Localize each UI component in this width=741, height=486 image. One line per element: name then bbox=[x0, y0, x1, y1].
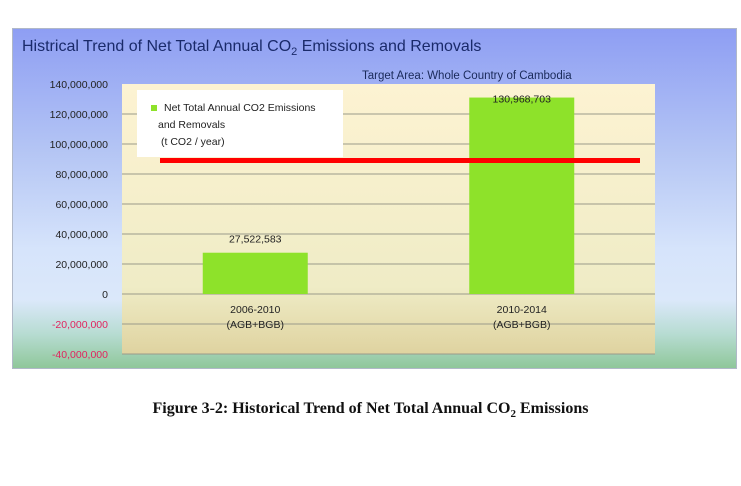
caption-text-end: Emissions bbox=[515, 400, 589, 417]
data-label: 27,522,583 bbox=[229, 234, 282, 246]
y-tick-label: 0 bbox=[102, 289, 108, 301]
bar-chart: Histrical Trend of Net Total Annual CO2 … bbox=[22, 38, 655, 361]
legend-label: Net Total Annual CO2 Emissions bbox=[164, 102, 316, 114]
legend-box bbox=[137, 90, 343, 157]
y-tick-label: -40,000,000 bbox=[52, 349, 108, 361]
x-tick-label: 2006-2010 bbox=[230, 304, 280, 316]
y-tick-label: -20,000,000 bbox=[52, 319, 108, 331]
y-tick-label: 140,000,000 bbox=[50, 79, 109, 91]
bar bbox=[202, 252, 308, 294]
x-tick-label: 2010-2014 bbox=[497, 304, 547, 316]
bar bbox=[469, 97, 575, 295]
y-tick-label: 60,000,000 bbox=[55, 199, 108, 211]
y-tick-label: 100,000,000 bbox=[50, 139, 109, 151]
chart-subtitle: Target Area: Whole Country of Cambodia bbox=[362, 70, 572, 82]
caption-text: Figure 3-2: Historical Trend of Net Tota… bbox=[152, 400, 511, 417]
caption-subscript: 2 bbox=[510, 408, 516, 421]
data-label: 130,968,703 bbox=[493, 94, 552, 106]
legend-label: (t CO2 / year) bbox=[161, 136, 225, 148]
figure-caption: Figure 3-2: Historical Trend of Net Tota… bbox=[0, 400, 741, 420]
y-tick-label: 40,000,000 bbox=[55, 229, 108, 241]
chart-title: Histrical Trend of Net Total Annual CO2 … bbox=[22, 38, 481, 58]
legend-swatch bbox=[151, 105, 157, 111]
y-tick-label: 80,000,000 bbox=[55, 169, 108, 181]
x-tick-label: (AGB+BGB) bbox=[227, 319, 284, 331]
legend-label: and Removals bbox=[158, 119, 225, 131]
x-tick-label: (AGB+BGB) bbox=[493, 319, 550, 331]
y-tick-label: 120,000,000 bbox=[50, 109, 109, 121]
y-tick-label: 20,000,000 bbox=[55, 259, 108, 271]
